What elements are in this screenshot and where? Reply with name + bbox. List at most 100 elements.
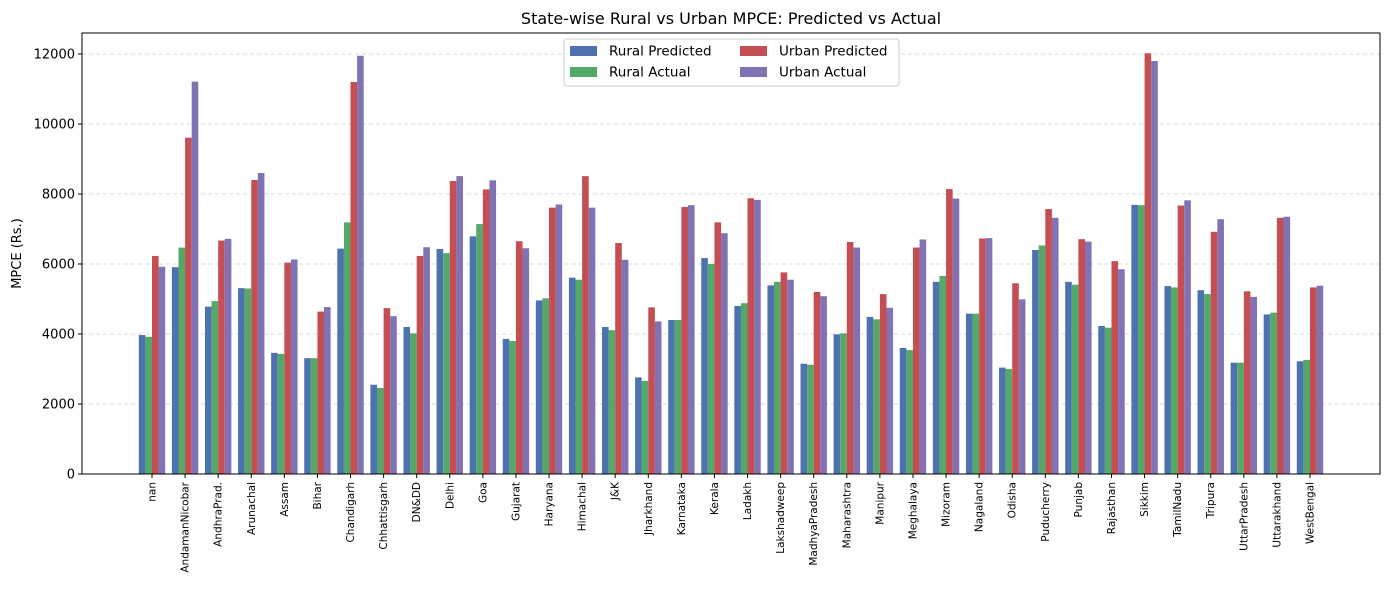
bar-rural-actual [1137,205,1145,474]
bar-rural-actual [1005,369,1013,474]
bars [138,53,1324,475]
x-tick-label: Odisha [1007,482,1019,518]
bar-rural-actual [476,224,483,474]
x-tick-label: J&K [610,481,622,501]
bar-rural-predicted [535,300,543,474]
x-tick-label: Haryana [544,482,556,526]
bar-rural-actual [740,303,748,474]
bar-rural-predicted [999,367,1006,474]
bar-rural-predicted [304,358,311,474]
bar-rural-actual [343,222,351,474]
bar-rural-actual [145,336,152,474]
bar-urban-actual [687,205,695,474]
bar-rural-predicted [932,281,940,474]
bar-urban-predicted [1276,217,1284,475]
legend-label: Rural Actual [609,65,691,81]
x-tick-label: DN&DD [411,482,423,522]
bar-rural-actual [1171,287,1178,474]
bar-urban-actual [522,248,530,474]
bar-rural-predicted [138,335,146,474]
bar-urban-actual [357,55,364,474]
x-tick-label: Goa [477,482,489,503]
x-tick-label: Manipur [874,481,886,524]
bar-rural-actual [211,301,219,474]
y-axis-ticks: 0 2000 4000 6000 8000 10000 12000 [34,48,82,483]
bar-urban-actual [555,204,563,474]
bar-rural-predicted [1131,204,1138,474]
bar-urban-predicted [714,222,722,474]
bar-rural-actual [707,264,715,474]
bar-rural-predicted [866,316,874,474]
x-tick-label: Punjab [1073,482,1085,518]
bar-rural-predicted [271,352,278,474]
bar-urban-predicted [1144,53,1152,475]
bar-rural-predicted [171,267,179,474]
x-tick-label: Gujarat [510,482,522,521]
bar-urban-predicted [1111,261,1119,474]
bar-rural-predicted [1197,290,1205,474]
bar-rural-actual [1303,359,1310,474]
bar-rural-predicted [1296,361,1304,474]
x-tick-label: nan [147,482,159,502]
bar-urban-predicted [1310,287,1317,474]
x-tick-label: Maharashtra [841,482,853,548]
x-tick-label: Ladakh [742,482,754,520]
bar-urban-actual [886,307,894,474]
bar-urban-predicted [185,137,192,474]
bar-urban-actual [158,266,166,474]
bar-urban-predicted [152,255,159,474]
plot-frame [81,32,1381,475]
bar-rural-predicted [1065,281,1072,474]
bar-rural-actual [178,247,186,474]
bar-urban-predicted [416,255,424,474]
x-tick-label: Chhattisgarh [378,482,390,550]
bar-rural-actual [1071,284,1079,474]
bar-rural-predicted [337,248,344,474]
bar-rural-actual [377,387,384,474]
bar-urban-predicted [879,294,887,474]
bar-rural-predicted [734,306,741,474]
bar-rural-predicted [204,306,212,474]
legend-swatch [740,67,767,77]
bar-urban-predicted [383,308,391,474]
legend-box [563,38,900,87]
bar-rural-actual [277,353,285,474]
legend-swatch [570,46,597,56]
x-tick-label: AndhraPrad. [213,482,225,547]
bar-urban-actual [1051,217,1059,475]
bar-rural-actual [244,288,252,474]
bar-rural-actual [807,364,814,474]
bar-rural-predicted [1263,314,1271,474]
bar-urban-predicted [1078,239,1085,474]
x-tick-label: MadhyaPradesh [808,482,820,566]
x-tick-label: Chandigarh [345,482,357,543]
bar-rural-predicted [1164,286,1172,474]
legend-label: Rural Predicted [609,44,712,60]
y-axis-label: MPCE (Rs.) [10,218,25,289]
bar-urban-predicted [1210,231,1218,474]
bar-urban-actual [985,238,993,474]
bar-urban-predicted [449,181,457,475]
bar-urban-actual [390,316,397,474]
bar-rural-predicted [800,363,808,474]
bar-rural-actual [509,341,516,474]
bar-rural-predicted [668,320,675,474]
bar-urban-actual [1217,219,1224,474]
bar-rural-actual [641,380,649,474]
bar-urban-predicted [846,241,854,474]
bar-urban-predicted [350,82,358,474]
bar-rural-actual [674,320,682,474]
bar-urban-actual [489,180,497,474]
bar-rural-actual [1104,327,1112,474]
bar-urban-actual [1118,269,1125,474]
bar-urban-predicted [317,311,325,474]
bar-rural-actual [1237,362,1244,474]
bar-urban-actual [423,247,430,474]
bar-rural-actual [1204,294,1211,474]
chart-title: State-wise Rural vs Urban MPCE: Predicte… [521,9,941,28]
bar-urban-actual [952,198,960,475]
bar-rural-actual [939,275,947,474]
bar-urban-predicted [582,176,589,474]
x-tick-label: Delhi [444,482,456,509]
x-tick-label: UttarPradesh [1238,482,1250,551]
